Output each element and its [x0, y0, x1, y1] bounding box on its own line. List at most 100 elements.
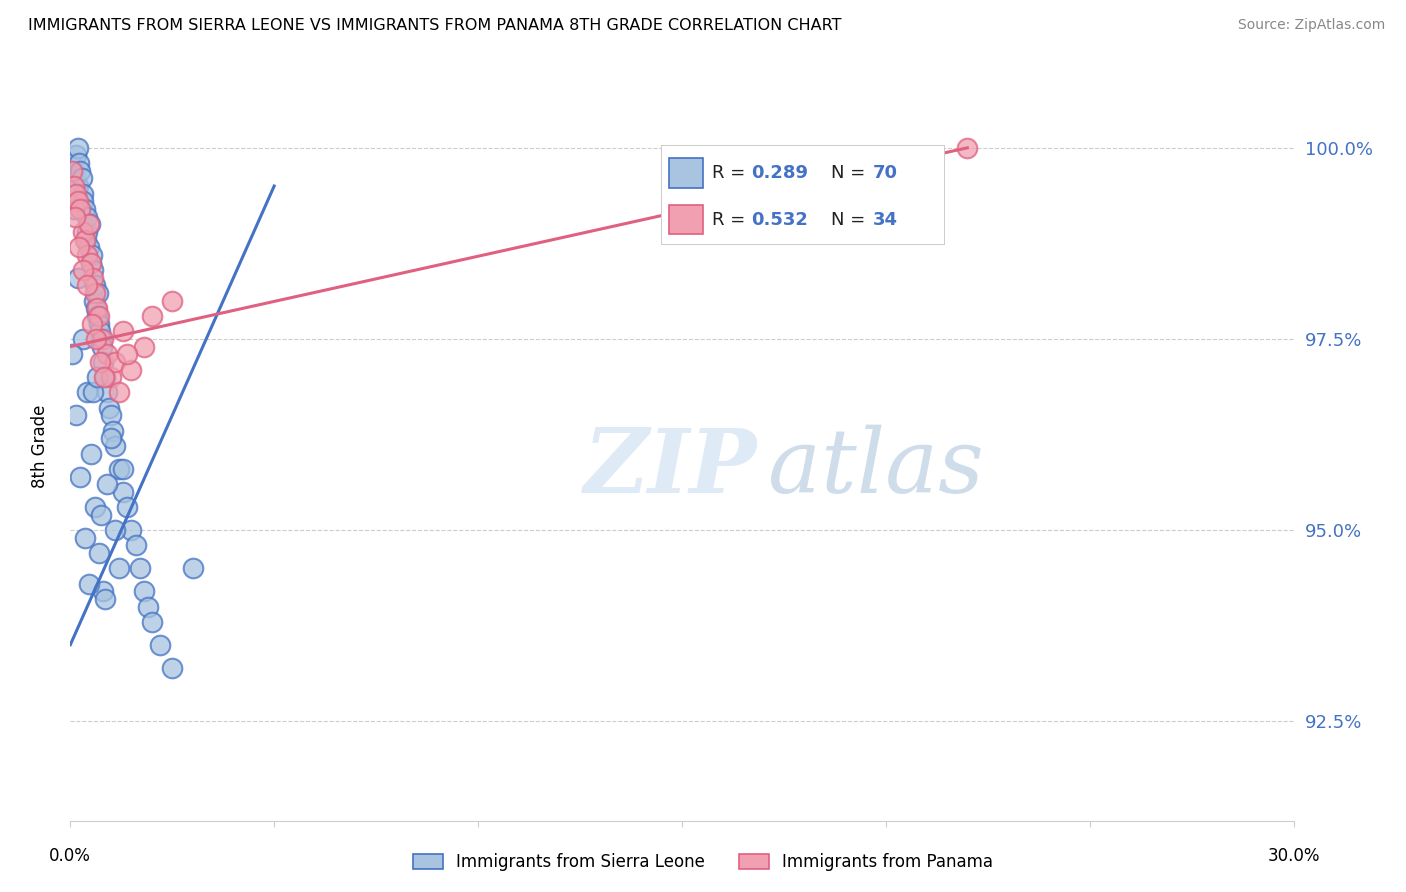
Text: N =: N = [831, 211, 870, 228]
Point [112, 484, 135, 499]
Point [100, 370, 122, 384]
Point [86, 301, 108, 316]
Text: R =: R = [711, 211, 751, 228]
Point [73, 233, 96, 247]
Point [76, 385, 98, 400]
Text: Source: ZipAtlas.com: Source: ZipAtlas.com [1237, 18, 1385, 32]
Point [149, 638, 172, 652]
Point [79, 255, 103, 269]
Point [86, 309, 108, 323]
Point [104, 523, 127, 537]
Point [141, 615, 163, 629]
Point [60, 347, 83, 361]
Point [96, 347, 118, 361]
Text: 0.289: 0.289 [751, 164, 808, 182]
Point [108, 385, 131, 400]
Point [91, 584, 114, 599]
Point [112, 324, 135, 338]
Text: R =: R = [711, 164, 751, 182]
Point [76, 248, 98, 262]
Point [65, 148, 87, 162]
Point [62, 163, 84, 178]
Point [86, 370, 108, 384]
Point [70, 171, 93, 186]
Point [87, 309, 110, 323]
Point [67, 156, 90, 170]
Point [79, 447, 103, 461]
Point [956, 141, 979, 155]
Point [67, 240, 90, 254]
Point [100, 431, 122, 445]
Point [104, 439, 127, 453]
Point [108, 462, 131, 476]
Point [72, 225, 94, 239]
Point [101, 424, 124, 438]
Point [124, 538, 146, 552]
Text: 8th Grade: 8th Grade [31, 404, 49, 488]
FancyBboxPatch shape [669, 158, 703, 187]
Point [94, 591, 117, 606]
Point [128, 561, 150, 575]
Point [69, 469, 91, 483]
Point [63, 179, 86, 194]
Text: 0.532: 0.532 [751, 211, 808, 228]
Point [121, 523, 143, 537]
Point [181, 561, 204, 575]
Point [79, 217, 101, 231]
Point [67, 270, 90, 285]
Point [87, 286, 110, 301]
Point [80, 248, 103, 262]
Point [77, 240, 100, 254]
Point [60, 163, 83, 178]
Point [65, 186, 87, 201]
Point [76, 225, 98, 239]
Point [79, 255, 103, 269]
Text: ZIP: ZIP [583, 425, 758, 512]
Text: 30.0%: 30.0% [1267, 847, 1320, 865]
Point [117, 347, 139, 361]
Text: 0.0%: 0.0% [49, 847, 91, 865]
Point [162, 661, 183, 675]
Legend: Immigrants from Sierra Leone, Immigrants from Panama: Immigrants from Sierra Leone, Immigrants… [405, 845, 1001, 880]
Point [72, 186, 94, 201]
Point [94, 370, 117, 384]
Point [132, 584, 155, 599]
Point [82, 385, 104, 400]
Point [93, 370, 115, 384]
Point [141, 309, 163, 323]
FancyBboxPatch shape [669, 204, 703, 235]
Point [67, 179, 90, 194]
Point [89, 355, 111, 369]
Point [83, 286, 105, 301]
Point [69, 163, 91, 178]
Point [87, 317, 110, 331]
Point [136, 599, 159, 614]
Point [98, 401, 121, 415]
Point [89, 324, 111, 338]
Point [91, 332, 114, 346]
Point [77, 217, 100, 231]
Point [77, 576, 100, 591]
Point [117, 500, 139, 515]
Point [80, 317, 103, 331]
Point [84, 332, 107, 346]
Point [66, 141, 89, 155]
Point [82, 263, 104, 277]
Point [83, 293, 105, 308]
Point [162, 293, 183, 308]
Text: 70: 70 [873, 164, 898, 182]
Point [72, 263, 94, 277]
Point [72, 194, 94, 209]
Point [67, 194, 90, 209]
Point [65, 409, 87, 423]
Point [83, 278, 105, 293]
Point [76, 278, 98, 293]
Point [96, 477, 118, 491]
Point [83, 500, 105, 515]
Point [69, 202, 91, 216]
Text: N =: N = [831, 164, 870, 182]
Text: 34: 34 [873, 211, 898, 228]
Point [60, 156, 83, 170]
Point [100, 409, 122, 423]
Point [63, 202, 86, 216]
